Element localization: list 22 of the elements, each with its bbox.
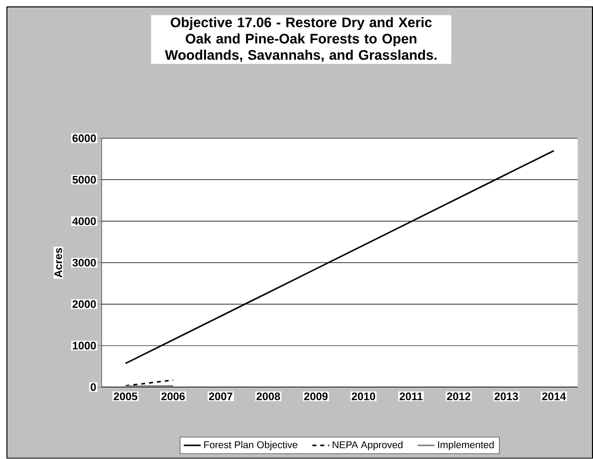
x-tick-label: 2009 [304,392,328,400]
legend-label: Forest Plan Objective [204,441,298,450]
x-tick-label: 2008 [256,392,280,400]
x-tick-label: 2010 [352,392,376,400]
chart-title: Objective 17.06 - Restore Dry and Xeric Oak and Pine-Oak Forests to Open Woodlands, Savannahs, and Grasslands. [164,17,436,62]
x-tick-label: 2011 [400,392,423,400]
x-tick-label: 2007 [209,392,232,400]
legend-label: NEPA Approved [332,441,402,450]
y-tick-label: 6000 [72,134,96,142]
y-tick-label: 1000 [72,342,96,350]
y-tick-label: 4000 [72,218,96,226]
y-tick-label: 2000 [72,300,96,308]
x-tick-label: 2006 [161,392,185,400]
y-axis-title: Acres [54,248,62,278]
y-tick-label: 5000 [72,176,96,184]
x-tick-label: 2013 [494,392,518,400]
x-tick-label: 2014 [542,392,566,400]
y-tick-label: 0 [90,383,96,392]
y-tick-label: 3000 [72,258,96,267]
x-tick-label: 2012 [446,392,470,400]
x-tick-label: 2005 [114,392,138,400]
legend-label: Implemented [438,441,494,450]
